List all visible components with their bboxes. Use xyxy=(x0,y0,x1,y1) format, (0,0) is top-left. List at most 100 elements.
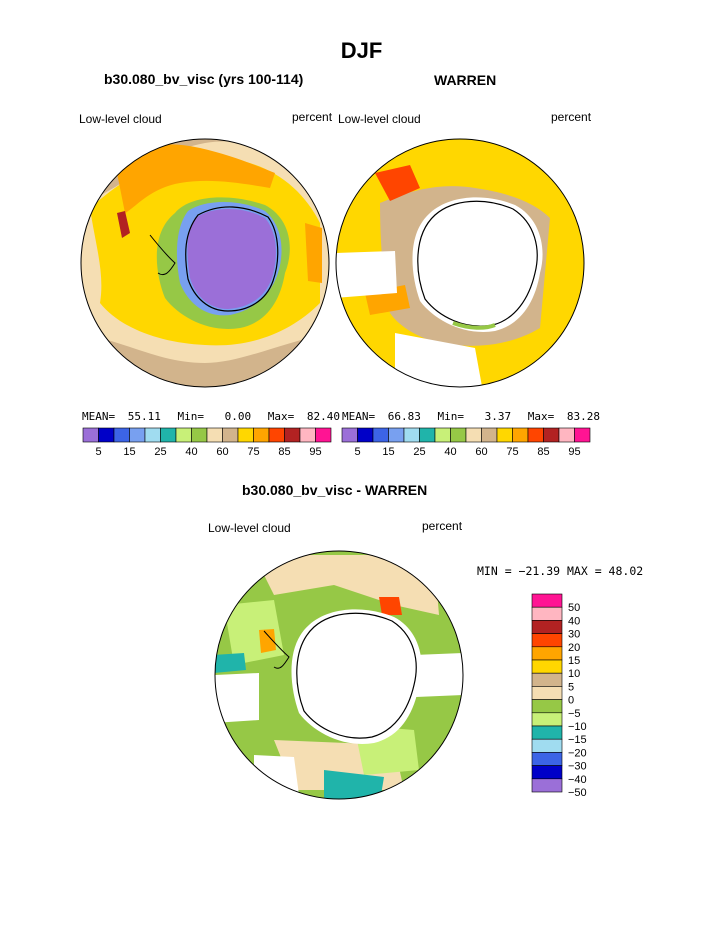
panel-2-min-value: 3.37 xyxy=(484,410,512,423)
colorbar-1-box-0 xyxy=(82,427,99,443)
colorbar-3-box-6 xyxy=(531,672,563,687)
map1-patch-red xyxy=(117,211,130,238)
panel-2-subtitle: WARREN xyxy=(434,72,497,88)
colorbar-2-box-1 xyxy=(357,427,374,443)
colorbar-1-box-14 xyxy=(299,427,316,443)
colorbar-1-box-8 xyxy=(206,427,223,443)
map-panel-3 xyxy=(214,550,464,800)
colorbar-3-tick-label: −20 xyxy=(568,747,587,759)
map2-antarctica-coast xyxy=(417,200,538,327)
map2-antarctica-mask xyxy=(412,197,543,332)
panel-1-subtitle: b30.080_bv_visc (yrs 100-114) xyxy=(104,71,304,87)
colorbar-2-box-13 xyxy=(543,427,560,443)
panel-1-min-label: Min= xyxy=(177,410,205,423)
colorbar-3-tick-label: −50 xyxy=(568,787,587,799)
colorbar-3-tick-label: 30 xyxy=(568,629,580,641)
colorbar-3-tick-label: 20 xyxy=(568,642,580,654)
colorbar-2-tick-label: 85 xyxy=(537,446,549,458)
map3-blank-s xyxy=(254,755,299,795)
colorbar-2-box-7 xyxy=(450,427,467,443)
colorbar-2-tick-label: 15 xyxy=(382,446,394,458)
page-title: DJF xyxy=(340,38,383,63)
colorbar-2-box-8 xyxy=(465,427,482,443)
colorbar-1-tick-label: 75 xyxy=(247,446,259,458)
colorbar-3-box-2 xyxy=(531,620,563,634)
colorbar-2-box-4 xyxy=(403,427,420,443)
colorbar-3-tick-label: 10 xyxy=(568,668,580,680)
colorbar-3-box-0 xyxy=(531,593,563,608)
colorbar-1-box-9 xyxy=(222,427,239,443)
colorbar-1-box-6 xyxy=(175,427,192,443)
map2-blank-w xyxy=(336,251,397,298)
colorbar-2-box-11 xyxy=(512,427,529,443)
colorbar-3-tick-label: −40 xyxy=(568,774,587,786)
colorbar-3-box-8 xyxy=(531,699,563,714)
map1-antarctica-coast xyxy=(185,206,279,312)
colorbar-3-box-10 xyxy=(531,725,563,740)
colorbar-3-box-4 xyxy=(531,646,563,661)
panel-1-max-value: 82.40 xyxy=(306,410,340,423)
colorbar-3-box-3 xyxy=(531,633,563,648)
map1-patch-orange-n xyxy=(115,144,275,213)
colorbar-1-box-3 xyxy=(129,427,146,443)
colorbar-1-box-5 xyxy=(160,427,177,443)
map3-patch-red xyxy=(379,597,402,615)
colorbar-3-box-7 xyxy=(531,686,563,700)
map3-patch-teal-w xyxy=(215,653,246,673)
colorbar-3-box-13 xyxy=(531,765,563,780)
colorbar-3-box-9 xyxy=(531,712,563,727)
colorbar-2-box-3 xyxy=(388,427,405,443)
map1-peninsula-coast xyxy=(149,234,176,276)
colorbar-1-tick-label: 60 xyxy=(216,446,228,458)
colorbar-3-tick-label: −30 xyxy=(568,761,587,773)
panel-1-stats: MEAN= 55.11 Min= 0.00 Max= 82.40 xyxy=(82,410,340,423)
colorbar-1-box-15 xyxy=(315,427,332,443)
map3-patch-orange xyxy=(259,629,276,653)
colorbar-3-tick-label: 15 xyxy=(568,655,580,667)
colorbar-3-box-12 xyxy=(531,752,563,766)
colorbar-3-box-14 xyxy=(531,778,563,793)
colorbar-1-tick-label: 25 xyxy=(154,446,166,458)
colorbar-1-tick-label: 5 xyxy=(95,446,101,458)
map3-antarctica-mask xyxy=(291,609,422,744)
panel-1-variable-label: Low-level cloud xyxy=(79,112,162,126)
colorbar-2-box-12 xyxy=(527,427,544,443)
map-panel-1 xyxy=(80,138,330,388)
panel-2-variable-label: Low-level cloud xyxy=(338,112,421,126)
map3-blank-e xyxy=(414,653,463,697)
colorbar-2-box-2 xyxy=(372,427,389,443)
colorbar-3-box-1 xyxy=(531,606,563,621)
map1-cap-purple xyxy=(187,208,276,309)
colorbar-3-tick-label: −15 xyxy=(568,734,587,746)
map2-patch-red xyxy=(375,165,420,201)
colorbar-2-box-10 xyxy=(496,427,513,443)
colorbar-3-tick-label: 50 xyxy=(568,602,580,614)
colorbar-1-tick-label: 15 xyxy=(123,446,135,458)
panel-1-mean-value: 55.11 xyxy=(127,410,161,423)
colorbar-2-tick-label: 40 xyxy=(444,446,456,458)
colorbar-2-tick-label: 95 xyxy=(568,446,580,458)
colorbar-1-box-12 xyxy=(268,427,285,443)
colorbar-3-tick-label: 5 xyxy=(568,681,574,693)
panel-1-min-value: 0.00 xyxy=(224,410,252,423)
colorbar-2-tick-label: 25 xyxy=(413,446,425,458)
map2-coast-green xyxy=(452,321,496,330)
colorbar-1-tick-label: 95 xyxy=(309,446,321,458)
colorbar-2-box-14 xyxy=(558,427,575,443)
colorbar-3-tick-label: −5 xyxy=(568,708,581,720)
colorbar-1-box-13 xyxy=(284,427,301,443)
colorbar-2-box-15 xyxy=(574,427,591,443)
colorbar-2-tick-label: 60 xyxy=(475,446,487,458)
colorbar-1-tick-label: 85 xyxy=(278,446,290,458)
panel-2-units-label: percent xyxy=(551,110,592,124)
panel-3-stats: MIN = −21.39 MAX = 48.02 xyxy=(477,564,644,578)
map3-antarctica-coast xyxy=(296,612,417,739)
panel-2-min-label: Min= xyxy=(437,410,465,423)
map3-peninsula-coast xyxy=(263,630,290,669)
panel-1-units-label: percent xyxy=(292,110,333,124)
panel-2-mean-label: MEAN= xyxy=(342,410,376,423)
colorbar-2-box-9 xyxy=(481,427,498,443)
colorbar-panel-2: 5 15 25 40 60 75 85 95 xyxy=(341,427,591,458)
panel-2-mean-value: 66.83 xyxy=(387,410,421,423)
